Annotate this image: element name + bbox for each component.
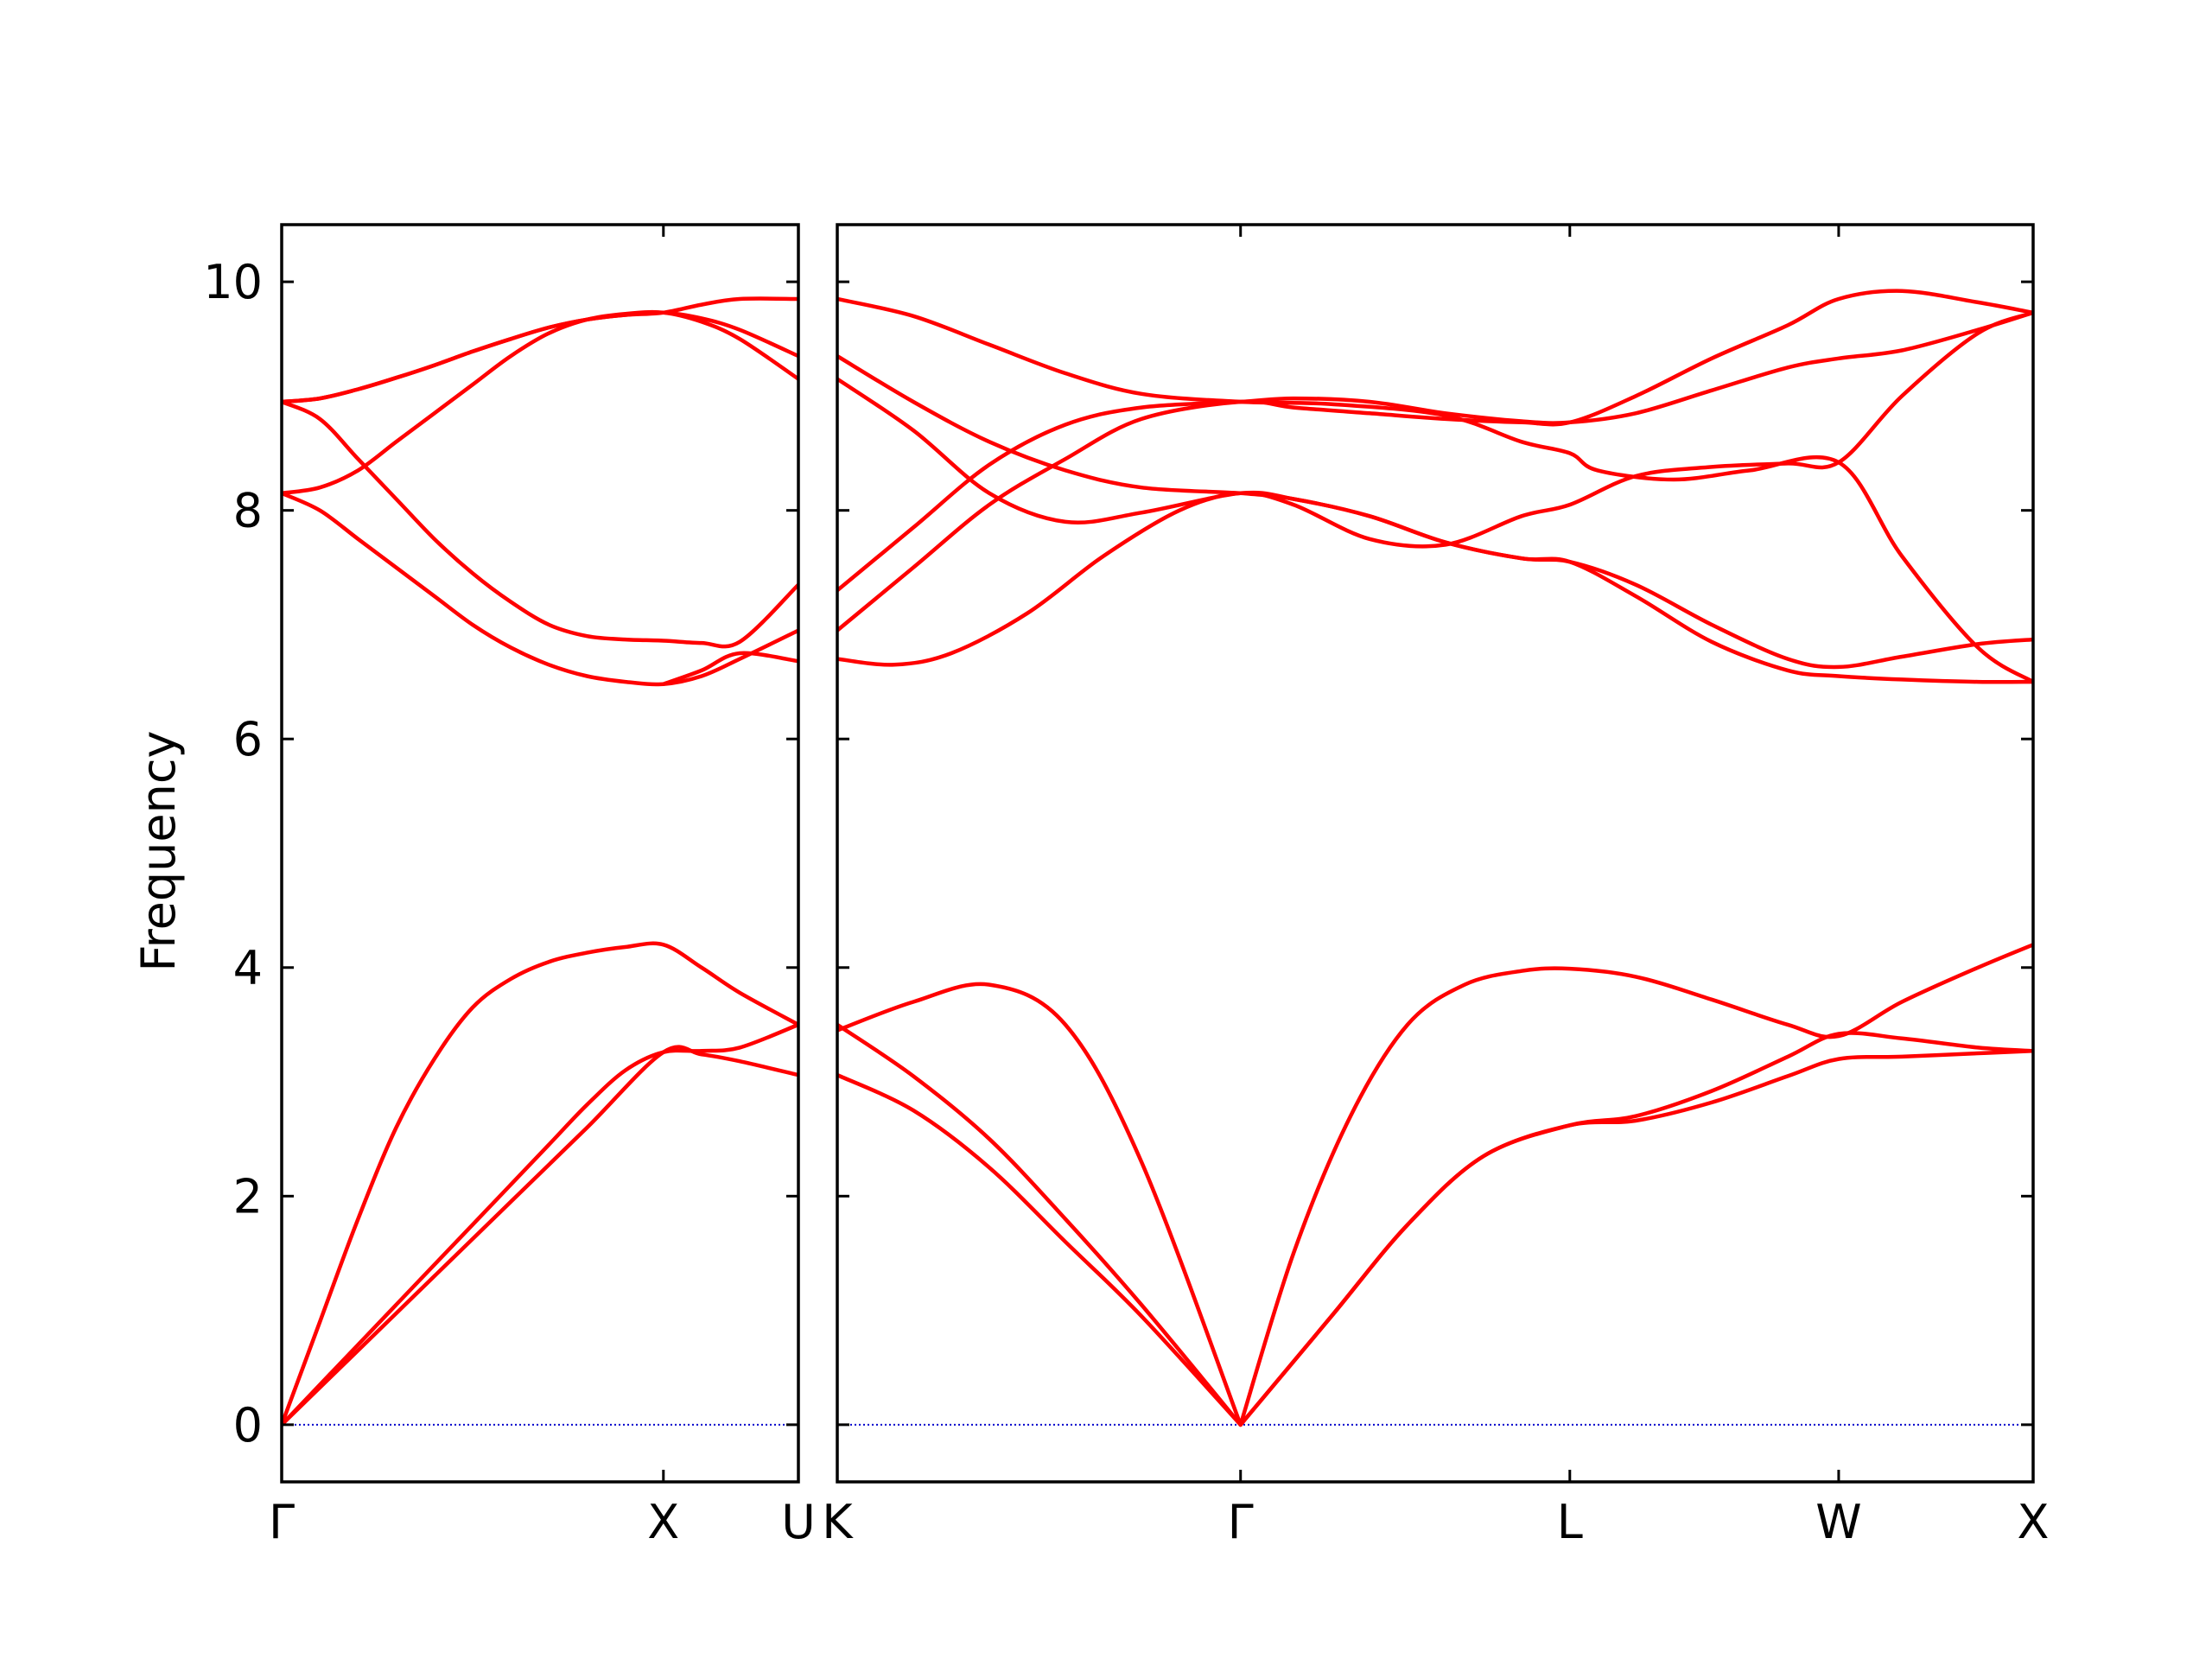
band-line-10 (837, 377, 2033, 670)
y-tick-label: 6 (233, 712, 263, 766)
band-line-8 (282, 310, 798, 404)
x-tick-label: Γ (269, 1495, 295, 1549)
y-axis-label: Frequency (131, 731, 186, 972)
x-tick-label: L (1557, 1495, 1583, 1549)
band-line-7 (282, 296, 798, 404)
band-line-4 (282, 491, 798, 687)
plot-frame (280, 223, 800, 1484)
y-tick-label: 0 (233, 1398, 263, 1452)
band-line-6 (282, 309, 798, 496)
x-tick-label: X (2018, 1495, 2050, 1549)
x-tick-label: U (781, 1495, 816, 1549)
band-line-1 (282, 941, 798, 1427)
y-tick-label: 8 (233, 484, 263, 538)
band-line-8 (837, 289, 2033, 632)
band-line-3 (282, 1045, 798, 1427)
band-line-2 (282, 1022, 798, 1427)
band-line-12 (837, 296, 2033, 684)
x-tick-label: X (647, 1495, 679, 1549)
band-line-2 (837, 1022, 1243, 1427)
y-tick-label: 2 (233, 1169, 263, 1224)
y-tick-label: 4 (233, 941, 263, 995)
x-tick-label: K (822, 1495, 854, 1549)
x-tick-label: W (1815, 1495, 1861, 1549)
band-line-7 (837, 310, 2033, 667)
x-tick-label: Γ (1228, 1495, 1254, 1549)
band-line-5 (1238, 1031, 2033, 1427)
band-line-4 (1238, 943, 2033, 1427)
band-line-1 (837, 982, 1243, 1427)
band-line-5 (282, 399, 798, 649)
plot-frame (836, 223, 2035, 1484)
band-line-3 (837, 1072, 1243, 1427)
band-line-9 (837, 310, 2033, 593)
band-line-6 (1238, 1049, 2033, 1427)
band-line-11 (837, 353, 2033, 684)
band-line-9 (661, 651, 798, 686)
band-lines (837, 289, 2033, 1427)
band-lines (282, 296, 798, 1427)
y-tick-label: 10 (203, 255, 263, 309)
panels: 0 2 4 6 8 10 Γ X U K Γ L W X (203, 223, 2050, 1549)
panel-1: 0 2 4 6 8 10 Γ X U (203, 223, 816, 1549)
